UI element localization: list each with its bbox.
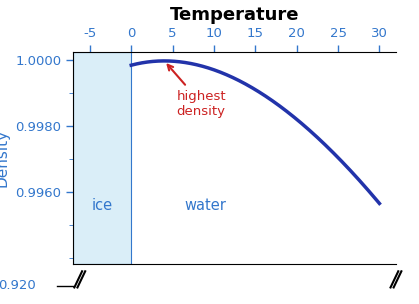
Y-axis label: Density: Density bbox=[0, 129, 10, 187]
X-axis label: Temperature: Temperature bbox=[170, 6, 300, 24]
Text: water: water bbox=[185, 198, 227, 212]
Text: highest
density: highest density bbox=[168, 65, 226, 118]
Bar bbox=[73, 52, 131, 264]
Text: 0.920: 0.920 bbox=[0, 279, 36, 292]
Text: ice: ice bbox=[92, 198, 113, 212]
